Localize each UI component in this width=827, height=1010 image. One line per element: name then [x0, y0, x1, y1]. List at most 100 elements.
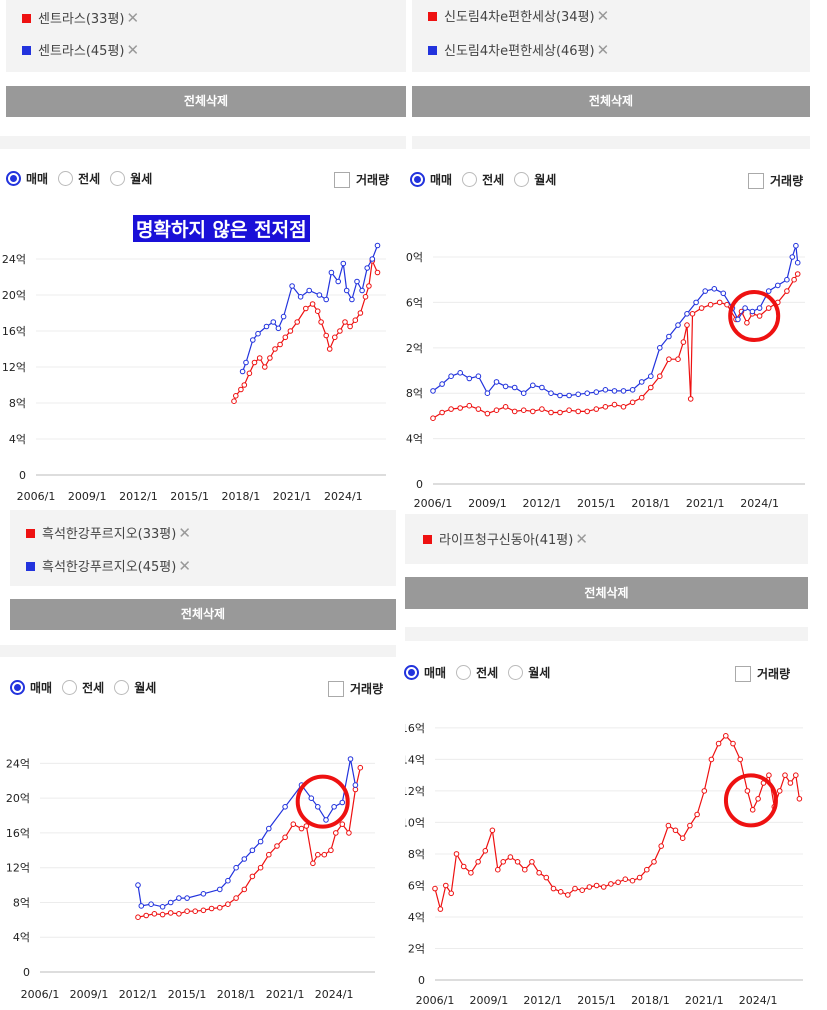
radio-icon[interactable] [6, 171, 21, 186]
radio-monthly[interactable]: 월세 [514, 171, 556, 188]
legend-item[interactable]: 센트라스(33평) ✕ [22, 8, 139, 27]
radio-icon[interactable] [114, 680, 130, 695]
data-point [277, 341, 283, 348]
radio-icon[interactable] [58, 171, 74, 186]
volume-checkbox[interactable]: 거래량 [334, 171, 389, 188]
volume-checkbox[interactable]: 거래량 [748, 172, 803, 189]
data-point [715, 740, 722, 747]
x-tick-label: 2024/1 [740, 497, 779, 510]
radio-monthly[interactable]: 월세 [110, 170, 152, 187]
close-icon[interactable]: ✕ [178, 557, 191, 575]
data-point [796, 796, 803, 802]
data-point [657, 345, 663, 351]
checkbox-icon[interactable] [735, 665, 751, 682]
data-point [457, 370, 464, 376]
radio-sale[interactable]: 매매 [6, 170, 48, 187]
data-point [548, 409, 554, 416]
radio-sale[interactable]: 매매 [404, 664, 446, 681]
data-point [672, 827, 679, 834]
data-point [437, 906, 444, 912]
close-icon[interactable]: ✕ [596, 7, 610, 25]
data-point [282, 334, 289, 341]
radio-icon[interactable] [110, 171, 126, 186]
close-icon[interactable]: ✕ [126, 41, 140, 59]
delete-all-button[interactable]: 전체삭제 [405, 577, 808, 609]
radio-icon[interactable] [410, 172, 425, 187]
x-tick-label: 2015/1 [577, 994, 616, 1007]
radio-icon[interactable] [404, 665, 419, 680]
close-icon[interactable]: ✕ [126, 9, 140, 27]
data-point [489, 827, 496, 834]
data-point [675, 322, 681, 328]
radio-label: 매매 [424, 666, 447, 680]
legend-item[interactable]: 흑석한강푸르지오(45평) ✕ [26, 556, 191, 575]
y-tick-label: 20억 [6, 792, 30, 805]
delete-all-button[interactable]: 전체삭제 [6, 86, 406, 117]
highlight-circle [728, 290, 781, 343]
legend-label: 신도림4차e편한세상(46평) [444, 44, 595, 59]
y-tick-label: 8억 [406, 387, 423, 400]
data-point [651, 859, 657, 865]
radio-jeonse[interactable]: 전세 [456, 664, 498, 681]
radio-label: 월세 [534, 173, 557, 187]
delete-all-button[interactable]: 전체삭제 [412, 86, 810, 117]
x-tick-label: 2012/1 [119, 490, 158, 503]
data-point [331, 804, 337, 810]
legend-item[interactable]: 라이프청구신동아(41평) ✕ [423, 529, 588, 548]
data-point [638, 379, 645, 385]
data-point [323, 332, 330, 339]
radio-jeonse[interactable]: 전세 [462, 171, 504, 188]
radio-sale[interactable]: 매매 [410, 171, 452, 188]
x-tick-label: 2018/1 [222, 490, 261, 503]
data-point [310, 860, 316, 867]
checkbox-icon[interactable] [748, 172, 764, 189]
radio-jeonse[interactable]: 전세 [62, 679, 104, 696]
data-point [282, 804, 288, 810]
radio-icon[interactable] [62, 680, 78, 695]
radio-monthly[interactable]: 월세 [114, 679, 156, 696]
data-point [707, 301, 714, 308]
data-point [280, 313, 287, 320]
close-icon[interactable]: ✕ [178, 524, 191, 542]
radio-icon[interactable] [456, 665, 472, 680]
close-icon[interactable]: ✕ [596, 41, 610, 59]
close-icon[interactable]: ✕ [575, 530, 588, 548]
checkbox-icon[interactable] [334, 171, 350, 188]
data-point [744, 788, 751, 794]
y-tick-label: 4억 [9, 433, 26, 446]
data-point [735, 316, 741, 323]
annotation-label: 명확하지 않은 전저점 [133, 215, 310, 242]
data-point [586, 884, 593, 890]
data-point [793, 772, 799, 778]
data-point [339, 821, 346, 827]
radio-icon[interactable] [514, 172, 530, 187]
radio-sale[interactable]: 매매 [10, 679, 52, 696]
data-point [658, 843, 665, 849]
volume-checkbox[interactable]: 거래량 [328, 680, 383, 697]
volume-checkbox[interactable]: 거래량 [735, 665, 790, 682]
data-point [493, 407, 500, 413]
checkbox-icon[interactable] [328, 680, 344, 697]
data-point [765, 305, 772, 311]
radio-icon[interactable] [462, 172, 478, 187]
y-tick-label: 2억 [408, 942, 425, 955]
data-point [323, 296, 330, 303]
data-point [335, 278, 342, 285]
trade-type-radio-group: 매매 전세 월세 [404, 664, 560, 681]
y-tick-label: 16억 [6, 827, 30, 840]
legend-item[interactable]: 신도림4차e편한세상(46평) ✕ [428, 40, 609, 59]
data-point [648, 384, 654, 391]
delete-all-button[interactable]: 전체삭제 [10, 599, 396, 630]
legend-item[interactable]: 센트라스(45평) ✕ [22, 40, 139, 59]
legend-item[interactable]: 흑석한강푸르지오(33평) ✕ [26, 523, 191, 542]
legend-item[interactable]: 신도림4차e편한세상(34평) ✕ [428, 6, 609, 25]
y-tick-label: 12억 [2, 361, 26, 374]
x-tick-label: 2012/1 [523, 994, 562, 1007]
data-point [297, 294, 304, 300]
data-point [593, 406, 600, 412]
radio-icon[interactable] [10, 680, 25, 695]
radio-icon[interactable] [508, 665, 524, 680]
radio-jeonse[interactable]: 전세 [58, 170, 100, 187]
radio-monthly[interactable]: 월세 [508, 664, 550, 681]
data-point [231, 398, 237, 404]
